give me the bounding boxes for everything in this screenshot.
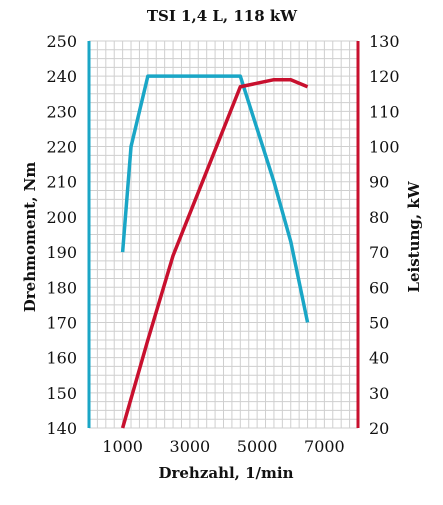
left-tick-label: 140 (46, 419, 77, 438)
left-tick-label: 230 (46, 102, 77, 121)
right-tick-label: 40 (369, 349, 389, 368)
chart-title: TSI 1,4 L, 118 kW (147, 7, 298, 25)
x-tick-label: 3000 (170, 437, 211, 456)
left-tick-label: 210 (46, 173, 77, 192)
right-tick-label: 70 (369, 243, 389, 262)
right-axis-label: Leistung, kW (405, 180, 423, 292)
torque-line (120, 74, 310, 323)
x-tick-label: 5000 (237, 437, 278, 456)
right-tick-label: 80 (369, 208, 389, 227)
left-tick-label: 250 (46, 32, 77, 51)
left-tick-label: 160 (46, 349, 77, 368)
right-tick-label: 30 (369, 384, 389, 403)
series-lines (120, 74, 310, 429)
grid (89, 40, 358, 429)
right-tick-label: 90 (369, 173, 389, 192)
left-tick-label: 190 (46, 243, 77, 262)
right-tick-label: 110 (369, 102, 400, 121)
power-line (120, 77, 309, 429)
left-axis-label: Drehmoment, Nm (21, 162, 39, 313)
right-tick-label: 60 (369, 278, 389, 297)
left-tick-label: 180 (46, 278, 77, 297)
x-axis-label: Drehzahl, 1/min (158, 464, 293, 482)
left-tick-label: 150 (46, 384, 77, 403)
right-tick-label: 50 (369, 313, 389, 332)
x-tick-label: 1000 (102, 437, 143, 456)
tick-labels: 140 150 160 170 180 190 200 210 220 230 240 250 20 30… (46, 32, 399, 456)
x-tick-label: 7000 (304, 437, 345, 456)
right-tick-label: 100 (369, 138, 400, 157)
left-tick-label: 170 (46, 313, 77, 332)
right-tick-label: 130 (369, 32, 400, 51)
right-tick-label: 20 (369, 419, 389, 438)
left-tick-label: 200 (46, 208, 77, 227)
right-tick-label: 120 (369, 67, 400, 86)
left-tick-label: 240 (46, 67, 77, 86)
left-tick-label: 220 (46, 138, 77, 157)
axes (87, 41, 360, 428)
